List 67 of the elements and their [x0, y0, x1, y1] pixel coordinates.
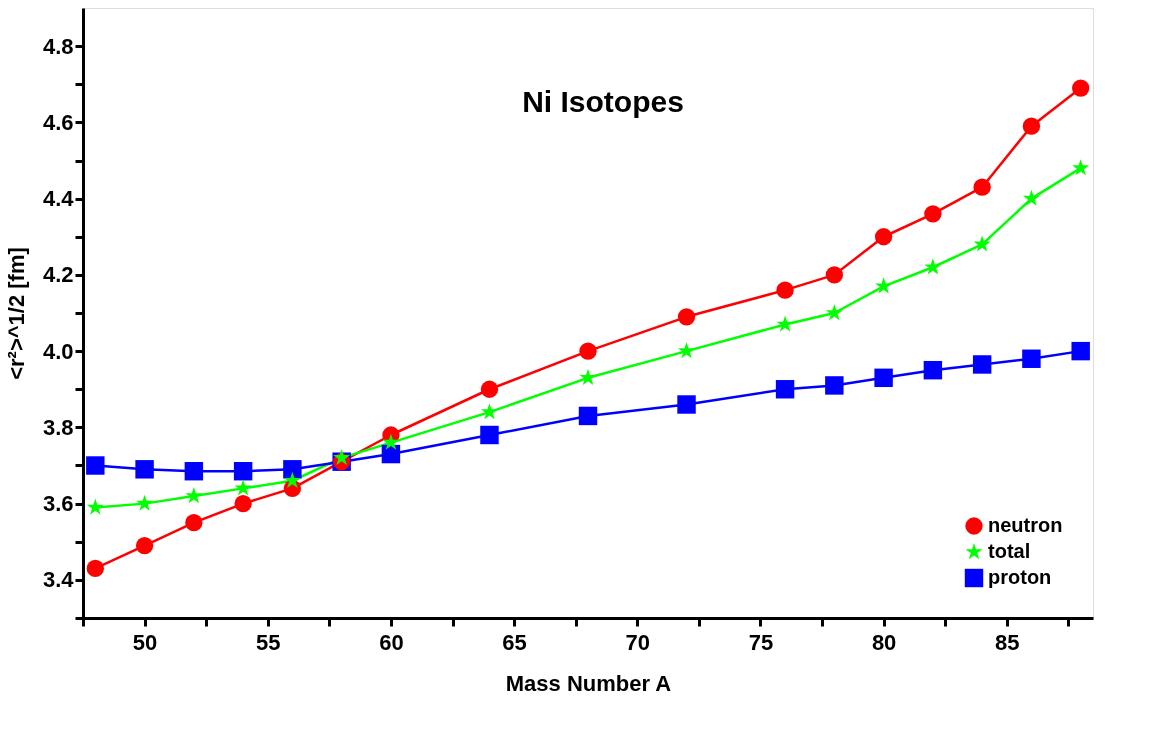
point	[874, 368, 893, 388]
point	[184, 462, 204, 481]
point	[972, 355, 992, 374]
point	[135, 460, 154, 479]
point	[579, 342, 597, 360]
point	[283, 471, 301, 488]
point	[283, 460, 302, 479]
point	[333, 448, 351, 466]
x-axis-title: Mass Number A	[505, 670, 672, 696]
point	[924, 205, 942, 223]
point	[677, 395, 696, 414]
point	[923, 360, 943, 380]
point	[234, 479, 252, 496]
legend-label: neutron	[988, 514, 1063, 536]
point	[775, 380, 795, 399]
point	[1072, 79, 1090, 97]
y-tick-label: 4.0	[42, 338, 74, 364]
point	[86, 559, 104, 578]
y-tick-label: 4.4	[42, 186, 75, 212]
x-tick-label: 75	[748, 629, 774, 655]
point	[924, 258, 942, 275]
point	[776, 281, 794, 299]
point	[86, 498, 104, 515]
point	[1071, 341, 1090, 361]
point	[875, 277, 893, 294]
x-tick-label: 50	[132, 629, 158, 655]
point	[973, 235, 991, 252]
point	[185, 487, 203, 504]
point	[233, 462, 253, 481]
point	[86, 456, 105, 475]
point	[480, 403, 498, 420]
point	[874, 228, 893, 246]
x-tick-label: 80	[871, 629, 897, 655]
y-tick-label: 4.8	[42, 33, 74, 59]
x-tick-label: 70	[625, 629, 651, 655]
point	[234, 494, 252, 513]
y-tick-label: 4.2	[42, 262, 74, 288]
legend-label: total	[988, 540, 1031, 562]
point	[677, 308, 696, 326]
point	[973, 178, 991, 196]
point	[578, 406, 598, 426]
text: Ni Isotopes	[522, 85, 684, 118]
legend-label: proton	[988, 566, 1052, 588]
point	[678, 342, 696, 359]
point	[825, 266, 843, 284]
y-tick-label: 3.4	[42, 567, 75, 593]
point	[135, 536, 154, 555]
point	[1022, 189, 1040, 206]
x-tick-label: 60	[379, 629, 404, 655]
point	[185, 514, 203, 532]
point	[1022, 117, 1041, 135]
point	[776, 315, 794, 332]
y-tick-label: 3.8	[42, 414, 74, 440]
point	[480, 425, 499, 445]
x-tick-label: 55	[256, 629, 281, 655]
point	[1022, 349, 1041, 368]
y-tick-label: 4.6	[42, 109, 74, 135]
x-tick-label: 65	[502, 629, 527, 655]
point	[480, 380, 499, 398]
point	[136, 494, 154, 511]
point	[1072, 159, 1090, 176]
point	[825, 376, 844, 395]
y-axis-title: <r²>^1/2 [fm]	[3, 247, 29, 380]
point	[825, 304, 843, 321]
point	[382, 433, 400, 450]
y-tick-label: 3.6	[42, 491, 74, 517]
x-tick-label: 85	[995, 629, 1020, 655]
